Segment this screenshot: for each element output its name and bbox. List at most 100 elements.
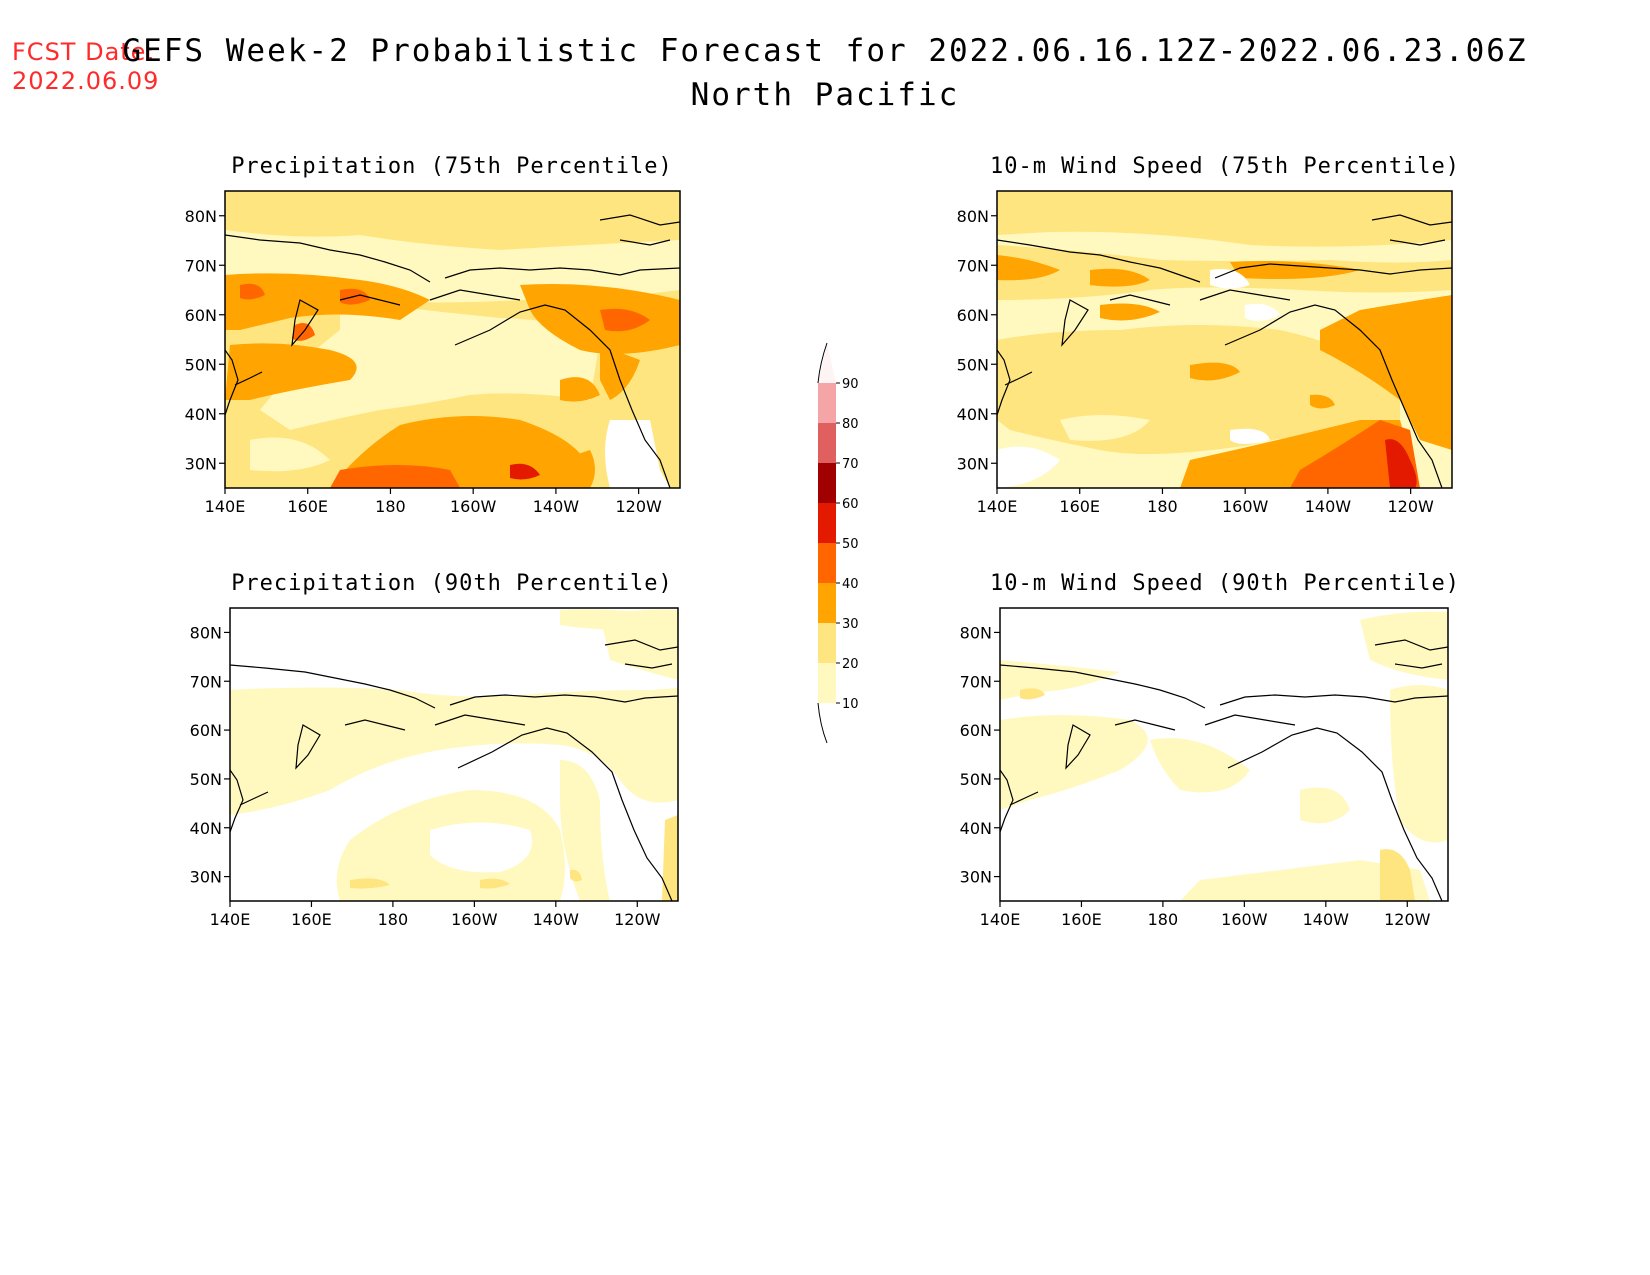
page-subtitle: North Pacific bbox=[690, 77, 960, 113]
lat-tick-label: 60N bbox=[185, 306, 217, 325]
colorbar-level-label: 80 bbox=[842, 417, 859, 432]
lon-tick-label: 160E bbox=[1059, 497, 1100, 516]
wind-90-shading bbox=[1000, 608, 1448, 901]
colorbar-swatch bbox=[818, 663, 836, 703]
colorbar-swatch bbox=[818, 503, 836, 543]
precip-75-shading bbox=[225, 191, 680, 488]
lat-tick-label: 50N bbox=[185, 355, 217, 374]
axes-layer: 140E 160E 180 160W 140W 120W 80N 70N 60N 50N 40N 30… bbox=[185, 207, 1434, 929]
colorbar-swatch bbox=[818, 423, 836, 463]
lon-tick-label: 160W bbox=[1221, 910, 1268, 929]
colorbar-level-label: 60 bbox=[842, 497, 859, 512]
panel-title: 10-m Wind Speed (75th Percentile) bbox=[990, 154, 1460, 179]
lat-tick-label: 40N bbox=[957, 405, 989, 424]
lat-tick-label: 80N bbox=[190, 623, 222, 642]
lat-tick-label: 50N bbox=[960, 770, 992, 789]
panel-frame bbox=[224, 190, 681, 489]
coastline bbox=[1000, 639, 1448, 901]
lon-tick-label: 160W bbox=[450, 497, 497, 516]
lon-tick-label: 140W bbox=[1305, 497, 1352, 516]
lon-tick-label: 140E bbox=[980, 910, 1021, 929]
map-panel-precip-75: Precipitation (75th Percentile) bbox=[224, 154, 681, 489]
panel-axes: 140E 160E 180 160W 140W 120W 80N 70N 60N 50N 40N 30… bbox=[190, 623, 661, 929]
precip-90-shading bbox=[230, 608, 678, 901]
colorbar-outline bbox=[817, 342, 828, 384]
panel-title: Precipitation (75th Percentile) bbox=[231, 154, 673, 179]
lat-tick-label: 70N bbox=[185, 256, 217, 275]
fcst-date-label: FCST Date: bbox=[12, 38, 156, 66]
lat-tick-label: 30N bbox=[960, 868, 992, 887]
lat-tick-label: 60N bbox=[960, 721, 992, 740]
lon-tick-label: 140W bbox=[1303, 910, 1350, 929]
lat-tick-label: 60N bbox=[957, 306, 989, 325]
lat-tick-label: 30N bbox=[190, 868, 222, 887]
colorbar-level-label: 40 bbox=[842, 577, 859, 592]
lon-tick-label: 160E bbox=[291, 910, 332, 929]
colorbar: 10 20 30 40 50 60 70 80 90 bbox=[817, 342, 859, 744]
lon-tick-label: 180 bbox=[378, 910, 409, 929]
lon-tick-label: 140W bbox=[533, 497, 580, 516]
colorbar-level-label: 50 bbox=[842, 537, 859, 552]
lon-tick-label: 140E bbox=[977, 497, 1018, 516]
lon-tick-label: 160E bbox=[1061, 910, 1102, 929]
colorbar-swatch bbox=[818, 583, 836, 623]
colorbar-level-label: 90 bbox=[842, 377, 859, 392]
lat-tick-label: 40N bbox=[190, 819, 222, 838]
lon-tick-label: 120W bbox=[615, 497, 662, 516]
lat-tick-label: 70N bbox=[190, 672, 222, 691]
coastline bbox=[997, 214, 1452, 488]
lon-tick-label: 180 bbox=[375, 497, 406, 516]
colorbar-swatch bbox=[818, 623, 836, 663]
lon-tick-label: 180 bbox=[1147, 497, 1178, 516]
lat-tick-label: 50N bbox=[190, 770, 222, 789]
lon-tick-label: 160E bbox=[287, 497, 328, 516]
coastline bbox=[230, 639, 678, 901]
page-title: GEFS Week-2 Probabilistic Forecast for 2… bbox=[122, 33, 1528, 69]
lon-tick-label: 140E bbox=[205, 497, 246, 516]
lon-tick-label: 140W bbox=[533, 910, 580, 929]
colorbar-swatch bbox=[818, 383, 836, 423]
lat-tick-label: 40N bbox=[960, 819, 992, 838]
panel-axes: 140E 160E 180 160W 140W 120W 80N 70N 60N 50N 40N 30… bbox=[957, 207, 1434, 516]
lat-tick-label: 80N bbox=[960, 623, 992, 642]
lat-tick-label: 70N bbox=[957, 256, 989, 275]
colorbar-level-label: 30 bbox=[842, 617, 859, 632]
lon-tick-label: 120W bbox=[1384, 910, 1431, 929]
fcst-date-value: 2022.06.09 bbox=[12, 67, 160, 95]
lon-tick-label: 160W bbox=[451, 910, 498, 929]
colorbar-level-label: 70 bbox=[842, 457, 859, 472]
fcst-date-block: FCST Date: 2022.06.09 bbox=[12, 38, 159, 96]
coastline bbox=[225, 214, 680, 488]
lat-tick-label: 40N bbox=[185, 405, 217, 424]
lon-tick-label: 160W bbox=[1222, 497, 1269, 516]
lon-tick-label: 140E bbox=[210, 910, 251, 929]
map-panel-wind-90: 10-m Wind Speed (90th Percentile) bbox=[990, 571, 1460, 902]
map-panel-precip-90: Precipitation (90th Percentile) bbox=[229, 571, 679, 902]
lon-tick-label: 120W bbox=[1387, 497, 1434, 516]
panel-frame bbox=[999, 607, 1449, 902]
map-panel-wind-75: 10-m Wind Speed (75th Percentile) bbox=[990, 154, 1460, 489]
panel-frame bbox=[996, 190, 1453, 489]
colorbar-top-arrow bbox=[818, 343, 836, 383]
lon-tick-label: 120W bbox=[614, 910, 661, 929]
colorbar-level-label: 20 bbox=[842, 657, 859, 672]
colorbar-swatch bbox=[818, 543, 836, 583]
lat-tick-label: 80N bbox=[185, 207, 217, 226]
panel-axes: 140E 160E 180 160W 140W 120W 80N 70N 60N 50N 40N 30… bbox=[960, 623, 1431, 929]
panel-title: 10-m Wind Speed (90th Percentile) bbox=[990, 571, 1460, 596]
colorbar-swatch bbox=[818, 463, 836, 503]
panel-frame bbox=[229, 607, 679, 902]
panel-title: Precipitation (90th Percentile) bbox=[231, 571, 673, 596]
colorbar-bottom-arrow bbox=[818, 703, 836, 743]
lon-tick-label: 180 bbox=[1148, 910, 1179, 929]
colorbar-level-label: 10 bbox=[842, 697, 859, 712]
lat-tick-label: 30N bbox=[185, 454, 217, 473]
panel-axes: 140E 160E 180 160W 140W 120W 80N 70N 60N 50N 40N 30… bbox=[185, 207, 662, 516]
lat-tick-label: 70N bbox=[960, 672, 992, 691]
lat-tick-label: 50N bbox=[957, 355, 989, 374]
lat-tick-label: 30N bbox=[957, 454, 989, 473]
wind-75-shading bbox=[997, 191, 1452, 488]
lat-tick-label: 60N bbox=[190, 721, 222, 740]
lat-tick-label: 80N bbox=[957, 207, 989, 226]
